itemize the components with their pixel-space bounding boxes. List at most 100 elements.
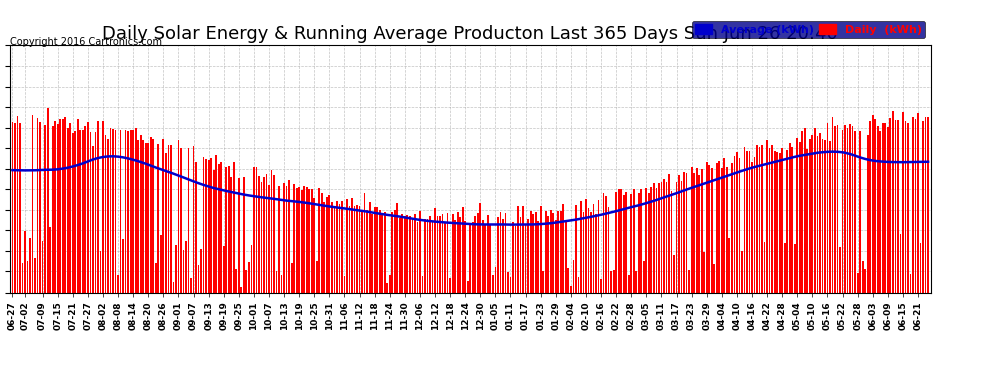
Bar xyxy=(547,216,549,292)
Bar xyxy=(193,146,194,292)
Bar xyxy=(595,214,597,292)
Bar xyxy=(102,121,104,292)
Bar xyxy=(379,210,380,292)
Bar xyxy=(864,269,866,292)
Bar xyxy=(840,247,841,292)
Bar xyxy=(213,170,215,292)
Bar xyxy=(794,244,796,292)
Legend: Average (kWh), Daily  (kWh): Average (kWh), Daily (kWh) xyxy=(692,21,925,38)
Bar xyxy=(706,162,708,292)
Bar xyxy=(678,174,680,292)
Bar xyxy=(824,140,826,292)
Bar xyxy=(560,211,561,292)
Bar xyxy=(552,213,554,292)
Bar xyxy=(298,187,300,292)
Bar xyxy=(650,187,652,292)
Bar xyxy=(582,212,584,292)
Bar xyxy=(273,175,275,292)
Bar xyxy=(45,124,46,292)
Bar xyxy=(701,169,703,292)
Bar xyxy=(570,286,572,292)
Bar xyxy=(812,135,813,292)
Bar xyxy=(854,131,856,292)
Bar xyxy=(487,215,489,292)
Bar xyxy=(761,145,763,292)
Bar xyxy=(456,212,458,292)
Bar xyxy=(709,165,710,292)
Bar xyxy=(321,192,323,292)
Bar xyxy=(507,272,509,292)
Bar xyxy=(786,150,788,292)
Bar xyxy=(368,202,370,292)
Bar xyxy=(286,186,287,292)
Bar xyxy=(389,275,391,292)
Bar xyxy=(185,241,187,292)
Bar xyxy=(115,130,117,292)
Bar xyxy=(621,189,622,292)
Bar xyxy=(128,131,129,292)
Bar xyxy=(84,126,86,292)
Bar xyxy=(608,207,610,292)
Bar xyxy=(520,217,522,292)
Bar xyxy=(42,241,44,292)
Bar xyxy=(303,186,305,292)
Bar xyxy=(263,177,265,292)
Bar xyxy=(195,162,197,292)
Bar xyxy=(892,111,894,292)
Bar xyxy=(844,126,845,292)
Bar xyxy=(228,165,230,292)
Bar xyxy=(339,204,341,292)
Bar xyxy=(817,136,819,292)
Bar xyxy=(748,151,750,292)
Bar xyxy=(243,177,245,292)
Bar xyxy=(763,242,765,292)
Bar xyxy=(374,207,375,292)
Bar xyxy=(177,140,179,292)
Bar xyxy=(255,167,257,292)
Bar xyxy=(233,162,235,292)
Bar xyxy=(346,199,347,292)
Bar xyxy=(200,249,202,292)
Bar xyxy=(384,212,385,292)
Bar xyxy=(253,167,254,292)
Bar xyxy=(655,188,657,292)
Bar xyxy=(688,270,690,292)
Bar xyxy=(867,135,868,292)
Bar xyxy=(437,216,439,292)
Bar xyxy=(248,262,249,292)
Bar xyxy=(675,183,677,292)
Bar xyxy=(796,138,798,292)
Bar xyxy=(236,268,238,292)
Bar xyxy=(641,189,643,292)
Bar xyxy=(869,122,871,292)
Bar xyxy=(648,192,649,292)
Bar xyxy=(663,179,665,292)
Bar xyxy=(288,180,290,292)
Bar xyxy=(479,203,481,292)
Bar xyxy=(79,130,81,292)
Bar xyxy=(203,158,205,292)
Bar xyxy=(623,195,625,292)
Bar xyxy=(799,142,801,292)
Bar xyxy=(319,188,320,292)
Bar xyxy=(35,258,36,292)
Bar xyxy=(306,187,308,292)
Bar xyxy=(912,117,914,292)
Bar xyxy=(210,158,212,292)
Title: Daily Solar Energy & Running Average Producton Last 365 Days Sun Jun 26 20:40: Daily Solar Energy & Running Average Pro… xyxy=(102,26,839,44)
Bar xyxy=(917,113,919,292)
Bar xyxy=(50,227,51,292)
Bar xyxy=(549,210,551,292)
Bar xyxy=(429,216,431,292)
Bar xyxy=(376,207,378,292)
Bar xyxy=(270,170,272,292)
Bar xyxy=(837,125,839,292)
Bar xyxy=(154,262,156,292)
Bar xyxy=(353,206,355,292)
Bar xyxy=(884,123,886,292)
Bar xyxy=(474,216,476,292)
Bar xyxy=(281,275,282,292)
Bar xyxy=(205,159,207,292)
Bar xyxy=(442,214,444,292)
Bar xyxy=(97,121,99,292)
